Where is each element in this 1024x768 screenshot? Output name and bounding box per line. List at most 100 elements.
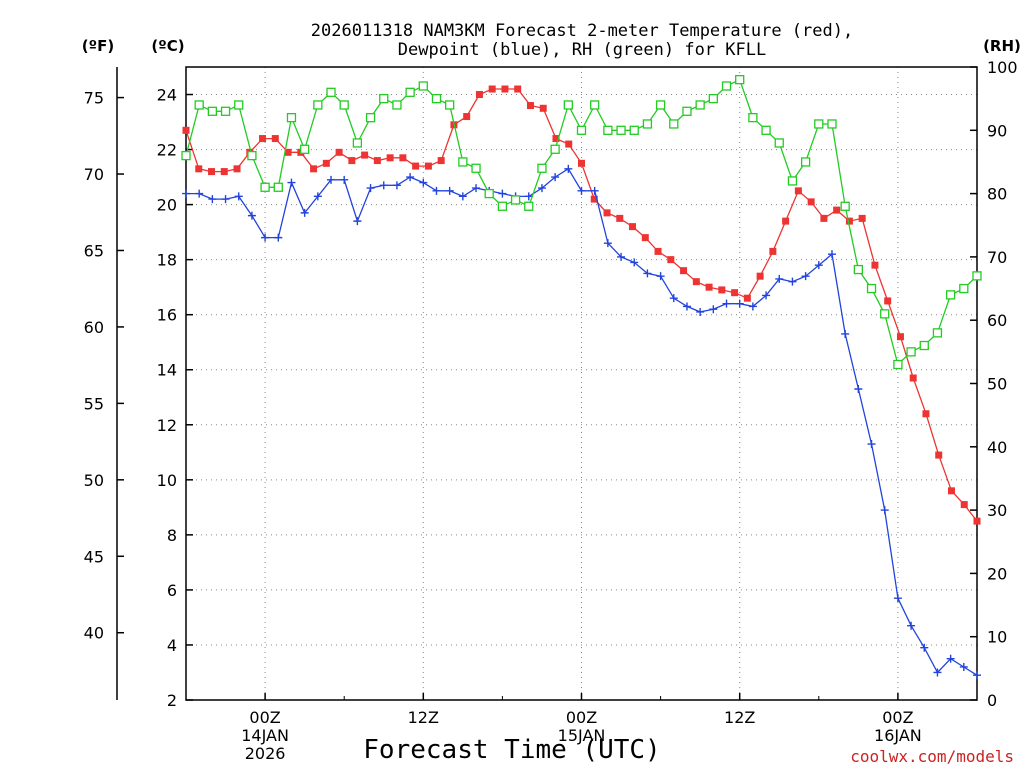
data-point-marker bbox=[552, 135, 560, 143]
data-point-marker bbox=[973, 517, 981, 525]
fahrenheit-tick-label: 45 bbox=[84, 547, 104, 566]
x-tick-label: 00Z bbox=[882, 708, 913, 727]
data-point-marker bbox=[833, 206, 841, 214]
data-point-marker bbox=[722, 299, 731, 308]
data-point-marker bbox=[399, 154, 407, 162]
data-point-marker bbox=[366, 184, 375, 193]
celsius-tick-label: 10 bbox=[157, 471, 177, 490]
data-point-marker bbox=[603, 125, 613, 135]
celsius-tick-label: 22 bbox=[157, 141, 177, 160]
data-point-marker bbox=[655, 100, 666, 110]
x-tick-label: 00Z bbox=[249, 708, 280, 727]
rh-tick-label: 80 bbox=[987, 185, 1007, 204]
data-point-marker bbox=[405, 87, 415, 97]
data-point-marker bbox=[695, 100, 705, 110]
celsius-tick-label: 4 bbox=[167, 636, 177, 655]
data-point-marker bbox=[352, 138, 363, 148]
x-tick-label: 14JAN bbox=[241, 726, 289, 745]
data-point-marker bbox=[841, 329, 850, 338]
data-point-marker bbox=[458, 192, 467, 201]
fahrenheit-tick-label: 40 bbox=[84, 624, 104, 643]
data-point-marker bbox=[947, 487, 955, 495]
data-point-marker bbox=[880, 506, 889, 515]
data-point-marker bbox=[195, 165, 203, 173]
celsius-tick-label: 8 bbox=[167, 526, 177, 545]
data-point-marker bbox=[340, 175, 349, 184]
data-point-marker bbox=[406, 173, 415, 182]
data-point-marker bbox=[386, 154, 394, 162]
data-point-marker bbox=[692, 278, 700, 286]
data-point-marker bbox=[960, 501, 968, 509]
series-relative-humidity bbox=[181, 75, 982, 370]
data-point-marker bbox=[273, 182, 283, 192]
data-point-marker bbox=[379, 181, 388, 190]
celsius-tick-label: 20 bbox=[157, 196, 177, 215]
data-point-marker bbox=[814, 119, 824, 129]
data-point-marker bbox=[920, 643, 929, 652]
data-point-marker bbox=[907, 621, 916, 630]
data-point-marker bbox=[682, 106, 692, 116]
data-point-marker bbox=[551, 173, 560, 182]
data-point-marker bbox=[221, 195, 230, 204]
data-point-marker bbox=[524, 192, 533, 201]
x-tick-label: 16JAN bbox=[874, 726, 922, 745]
data-point-marker bbox=[906, 347, 916, 357]
chart-title-line-2: Dewpoint (blue), RH (green) for KFLL bbox=[398, 40, 766, 60]
data-point-marker bbox=[259, 135, 267, 143]
data-point-marker bbox=[933, 668, 942, 677]
fahrenheit-tick-label: 65 bbox=[84, 241, 104, 260]
data-point-marker bbox=[858, 214, 866, 222]
x-tick-label: 15JAN bbox=[558, 726, 606, 745]
rh-tick-label: 60 bbox=[987, 311, 1007, 330]
data-point-marker bbox=[945, 290, 956, 300]
rh-tick-label: 90 bbox=[987, 121, 1007, 140]
data-point-marker bbox=[220, 168, 228, 176]
data-point-marker bbox=[261, 233, 270, 242]
data-point-marker bbox=[814, 261, 823, 270]
data-point-marker bbox=[300, 208, 309, 217]
data-point-marker bbox=[463, 113, 471, 121]
data-point-marker bbox=[641, 234, 649, 242]
data-point-marker bbox=[884, 297, 892, 305]
data-point-marker bbox=[471, 163, 481, 173]
x-axis-title: Forecast Time (UTC) bbox=[363, 735, 660, 765]
data-point-marker bbox=[550, 144, 560, 154]
data-point-marker bbox=[284, 148, 292, 156]
data-point-marker bbox=[484, 188, 494, 199]
data-point-marker bbox=[880, 309, 890, 319]
data-point-marker bbox=[313, 192, 322, 201]
series-dewpoint bbox=[182, 164, 981, 680]
data-point-marker bbox=[705, 283, 713, 291]
data-point-marker bbox=[748, 302, 757, 311]
data-point-marker bbox=[537, 184, 546, 193]
data-point-marker bbox=[418, 81, 428, 91]
data-point-marker bbox=[322, 159, 330, 167]
data-point-marker bbox=[313, 100, 323, 110]
data-point-marker bbox=[629, 125, 639, 135]
rh-tick-label: 20 bbox=[987, 564, 1007, 583]
data-point-marker bbox=[756, 272, 764, 280]
data-point-marker bbox=[643, 269, 652, 278]
rh-unit-label: (RH) bbox=[983, 37, 1021, 55]
data-point-marker bbox=[590, 100, 600, 110]
data-point-marker bbox=[208, 195, 217, 204]
data-point-marker bbox=[392, 100, 402, 110]
celsius-tick-label: 6 bbox=[167, 581, 177, 600]
data-point-marker bbox=[501, 85, 509, 93]
data-point-marker bbox=[194, 100, 204, 110]
grid-lines bbox=[186, 67, 977, 700]
data-point-marker bbox=[565, 140, 573, 148]
data-point-marker bbox=[642, 119, 653, 129]
data-point-marker bbox=[696, 307, 705, 316]
data-point-marker bbox=[616, 214, 624, 222]
data-point-marker bbox=[866, 283, 877, 294]
data-point-marker bbox=[919, 340, 929, 351]
fahrenheit-tick-label: 55 bbox=[84, 394, 104, 413]
data-point-marker bbox=[424, 162, 432, 170]
data-point-marker bbox=[526, 102, 534, 110]
data-point-marker bbox=[871, 261, 879, 269]
fahrenheit-tick-label: 70 bbox=[84, 165, 104, 184]
data-point-marker bbox=[247, 211, 256, 220]
data-point-marker bbox=[432, 186, 441, 195]
data-point-marker bbox=[299, 144, 310, 154]
